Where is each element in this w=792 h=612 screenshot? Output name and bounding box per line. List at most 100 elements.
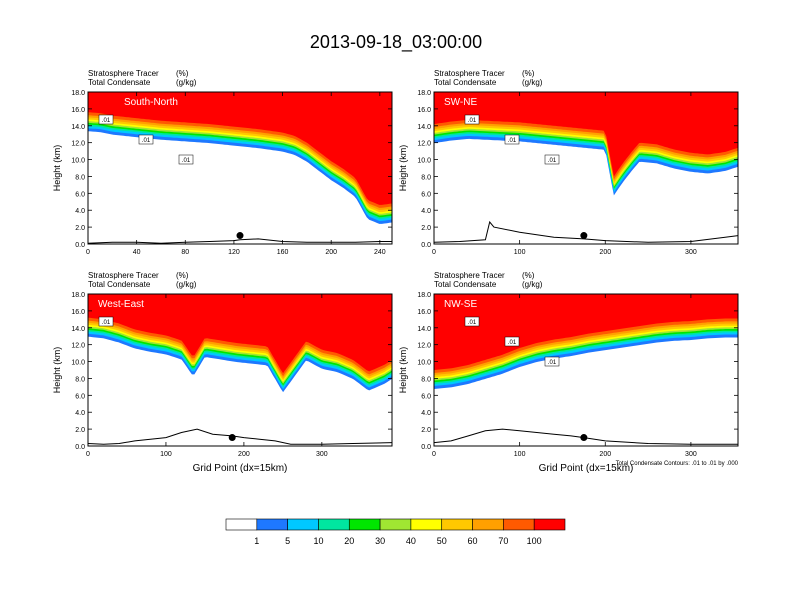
contour-label: .01 <box>508 340 517 346</box>
colorbar-label: 70 <box>498 536 508 546</box>
y-tick-label: 14.0 <box>71 124 85 131</box>
y-tick-label: 16.0 <box>71 107 85 114</box>
y-tick-label: 14.0 <box>71 326 85 333</box>
y-tick-label: 12.0 <box>71 141 85 148</box>
colorbar: 1 5 10 20 30 40 50 60 70 100 <box>225 518 566 546</box>
colorbar-swatch <box>410 518 443 531</box>
y-tick-label: 0.0 <box>75 444 85 451</box>
y-tick-label: 6.0 <box>421 393 431 400</box>
y-tick-label: 0.0 <box>75 242 85 249</box>
subtitle-tracer-unit: (%) <box>176 271 189 280</box>
colorbar-swatch <box>533 518 566 531</box>
panel-label: South-North <box>124 97 178 108</box>
y-tick-label: 8.0 <box>421 174 431 181</box>
subtitle-condensate-unit: (g/kg) <box>176 280 197 289</box>
contour-label: .01 <box>102 320 111 326</box>
y-tick-label: 4.0 <box>75 410 85 417</box>
y-tick-label: 2.0 <box>421 225 431 232</box>
colorbar-swatch <box>348 518 381 531</box>
location-marker <box>580 434 588 442</box>
y-tick-label: 18.0 <box>417 292 431 299</box>
plot-frame <box>433 293 739 447</box>
x-tick-label: 200 <box>238 451 250 458</box>
colorbar-swatch <box>441 518 473 531</box>
plot-area: .01 <box>88 294 392 445</box>
contour-label: .01 <box>102 118 111 124</box>
subtitle-tracer: Stratosphere Tracer <box>88 271 159 280</box>
y-tick-label: 16.0 <box>71 309 85 316</box>
contour-label-box <box>504 336 520 347</box>
contour-label-box <box>98 114 114 125</box>
tracer-band-10 <box>434 92 738 177</box>
colorbar-label: 1 <box>254 536 259 546</box>
y-tick-label: 16.0 <box>417 309 431 316</box>
colorbar-label: 50 <box>437 536 447 546</box>
contour-label-box <box>138 134 154 145</box>
y-axis-label: Height (km) <box>52 347 62 394</box>
x-tick-label: 100 <box>514 249 526 256</box>
y-tick-label: 10.0 <box>417 360 431 367</box>
contour-label: .01 <box>508 138 517 144</box>
x-tick-label: 200 <box>325 249 337 256</box>
x-tick-label: 300 <box>685 451 697 458</box>
figure-title: 2013-09-18_03:00:00 <box>309 32 483 52</box>
contour-label-box <box>544 356 560 367</box>
y-tick-label: 4.0 <box>421 410 431 417</box>
subtitle-condensate: Total Condensate <box>434 78 497 87</box>
panel-nw-se: .01 .01 .01 0.0 2.0 4.0 6.0 8.0 10.0 12.0 14.0 16.0… <box>398 271 739 474</box>
y-tick-label: 4.0 <box>75 208 85 215</box>
contour-label-box <box>98 316 114 327</box>
colorbar-label: 5 <box>285 536 290 546</box>
x-tick-label: 300 <box>685 249 697 256</box>
colorbar-swatch <box>287 518 319 531</box>
location-marker <box>236 232 244 240</box>
y-tick-label: 14.0 <box>417 326 431 333</box>
subtitle-tracer-unit: (%) <box>522 271 535 280</box>
subtitle-condensate-unit: (g/kg) <box>176 78 197 87</box>
plot-area: .01 .01 .01 <box>434 294 738 445</box>
contour-label: .01 <box>182 158 191 164</box>
subtitle-condensate-unit: (g/kg) <box>522 280 543 289</box>
panel-label: West-East <box>98 299 144 310</box>
x-tick-label: 0 <box>86 451 90 458</box>
x-tick-label: 200 <box>599 249 611 256</box>
colorbar-swatch <box>379 518 412 531</box>
x-tick-label: 0 <box>86 249 90 256</box>
subtitle-tracer: Stratosphere Tracer <box>88 69 159 78</box>
y-tick-label: 8.0 <box>421 376 431 383</box>
x-tick-label: 0 <box>432 451 436 458</box>
terrain-line <box>434 428 738 445</box>
contour-footnote: Total Condensate Contours: .01 to .01 by… <box>616 461 739 467</box>
y-tick-label: 2.0 <box>421 427 431 434</box>
panel-label: NW-SE <box>444 299 477 310</box>
x-tick-label: 100 <box>514 451 526 458</box>
contour-label-box <box>504 134 520 145</box>
y-tick-label: 12.0 <box>417 343 431 350</box>
y-tick-label: 10.0 <box>417 158 431 165</box>
colorbar-label: 20 <box>344 536 354 546</box>
x-tick-label: 120 <box>228 249 240 256</box>
y-tick-label: 12.0 <box>417 141 431 148</box>
panel-south-north: .01 .01 .01 0.0 2.0 4.0 6.0 8.0 10.0 12.0 14.0 16.0… <box>52 69 393 256</box>
contour-label: .01 <box>468 320 477 326</box>
x-tick-label: 100 <box>160 451 172 458</box>
location-marker <box>580 232 588 240</box>
y-tick-label: 6.0 <box>75 393 85 400</box>
subtitle-tracer: Stratosphere Tracer <box>434 271 505 280</box>
colorbar-label: 30 <box>375 536 385 546</box>
y-tick-label: 12.0 <box>71 343 85 350</box>
contour-label: .01 <box>548 158 557 164</box>
y-tick-label: 18.0 <box>71 292 85 299</box>
x-tick-label: 160 <box>277 249 289 256</box>
y-tick-label: 4.0 <box>421 208 431 215</box>
y-tick-label: 0.0 <box>421 242 431 249</box>
y-axis-label: Height (km) <box>398 347 408 394</box>
y-tick-label: 18.0 <box>71 90 85 97</box>
subtitle-tracer-unit: (%) <box>522 69 535 78</box>
tracer-band-10 <box>434 294 738 370</box>
x-tick-label: 200 <box>599 451 611 458</box>
y-tick-label: 2.0 <box>75 427 85 434</box>
y-tick-label: 16.0 <box>417 107 431 114</box>
y-tick-label: 10.0 <box>71 158 85 165</box>
